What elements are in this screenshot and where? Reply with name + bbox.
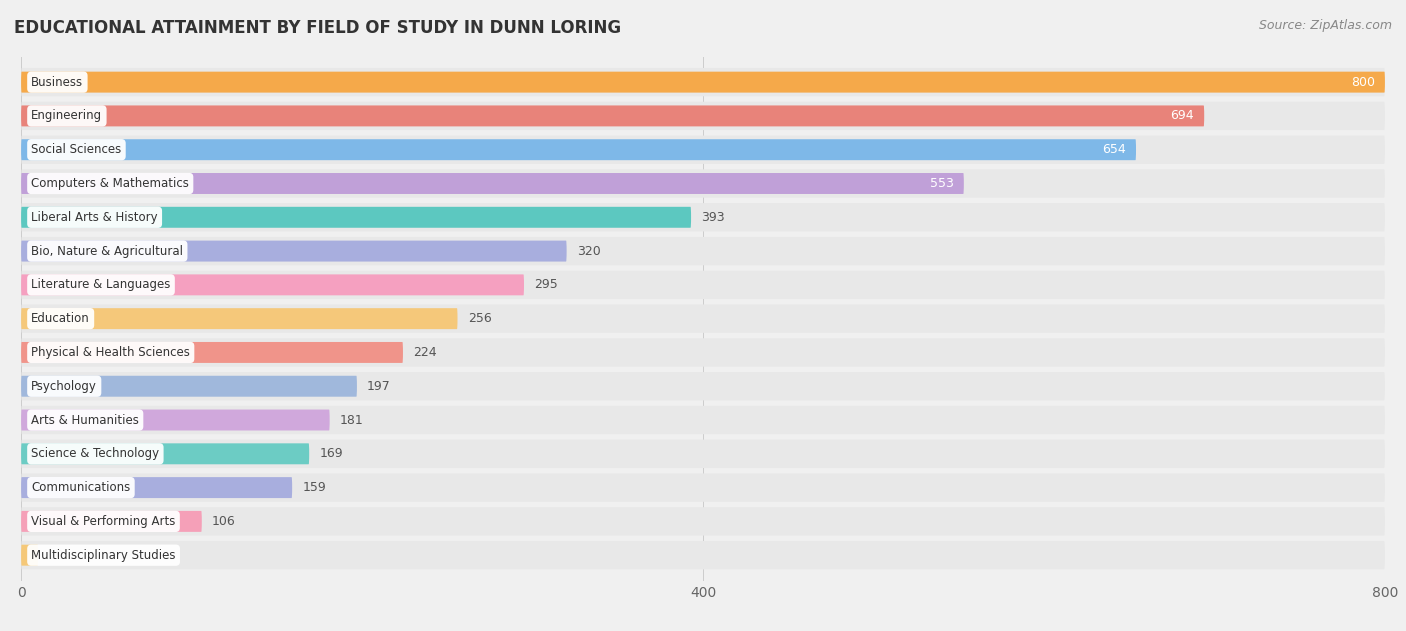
FancyBboxPatch shape: [21, 274, 524, 295]
Text: 169: 169: [319, 447, 343, 460]
FancyBboxPatch shape: [21, 240, 567, 262]
FancyBboxPatch shape: [21, 136, 1385, 164]
Text: Arts & Humanities: Arts & Humanities: [31, 413, 139, 427]
Text: Literature & Languages: Literature & Languages: [31, 278, 170, 292]
FancyBboxPatch shape: [21, 338, 1385, 367]
FancyBboxPatch shape: [21, 444, 309, 464]
FancyBboxPatch shape: [21, 139, 1136, 160]
Text: Source: ZipAtlas.com: Source: ZipAtlas.com: [1258, 19, 1392, 32]
FancyBboxPatch shape: [21, 173, 965, 194]
FancyBboxPatch shape: [21, 72, 1385, 93]
Text: 800: 800: [1351, 76, 1375, 88]
FancyBboxPatch shape: [21, 271, 1385, 299]
Text: Science & Technology: Science & Technology: [31, 447, 159, 460]
Text: Multidisciplinary Studies: Multidisciplinary Studies: [31, 549, 176, 562]
Text: Education: Education: [31, 312, 90, 325]
Text: 106: 106: [212, 515, 236, 528]
FancyBboxPatch shape: [21, 105, 1204, 126]
Text: 553: 553: [929, 177, 953, 190]
FancyBboxPatch shape: [21, 203, 1385, 232]
Text: 320: 320: [576, 245, 600, 257]
FancyBboxPatch shape: [21, 237, 1385, 265]
FancyBboxPatch shape: [21, 342, 404, 363]
FancyBboxPatch shape: [21, 410, 329, 430]
Text: Communications: Communications: [31, 481, 131, 494]
Text: 224: 224: [413, 346, 437, 359]
FancyBboxPatch shape: [21, 375, 357, 397]
Text: 393: 393: [702, 211, 725, 224]
FancyBboxPatch shape: [21, 507, 1385, 536]
Text: 181: 181: [340, 413, 364, 427]
Text: EDUCATIONAL ATTAINMENT BY FIELD OF STUDY IN DUNN LORING: EDUCATIONAL ATTAINMENT BY FIELD OF STUDY…: [14, 19, 621, 37]
FancyBboxPatch shape: [21, 545, 38, 565]
Text: 10: 10: [48, 549, 65, 562]
FancyBboxPatch shape: [21, 305, 1385, 333]
FancyBboxPatch shape: [21, 207, 692, 228]
Text: Bio, Nature & Agricultural: Bio, Nature & Agricultural: [31, 245, 183, 257]
Text: 694: 694: [1170, 109, 1194, 122]
FancyBboxPatch shape: [21, 406, 1385, 434]
FancyBboxPatch shape: [21, 477, 292, 498]
FancyBboxPatch shape: [21, 102, 1385, 130]
FancyBboxPatch shape: [21, 169, 1385, 198]
FancyBboxPatch shape: [21, 473, 1385, 502]
FancyBboxPatch shape: [21, 541, 1385, 569]
FancyBboxPatch shape: [21, 308, 457, 329]
Text: Business: Business: [31, 76, 83, 88]
Text: 197: 197: [367, 380, 391, 392]
Text: Visual & Performing Arts: Visual & Performing Arts: [31, 515, 176, 528]
Text: Computers & Mathematics: Computers & Mathematics: [31, 177, 190, 190]
Text: 654: 654: [1102, 143, 1126, 156]
FancyBboxPatch shape: [21, 68, 1385, 97]
FancyBboxPatch shape: [21, 440, 1385, 468]
FancyBboxPatch shape: [21, 372, 1385, 401]
FancyBboxPatch shape: [21, 511, 202, 532]
Text: Psychology: Psychology: [31, 380, 97, 392]
Text: Social Sciences: Social Sciences: [31, 143, 121, 156]
Text: Physical & Health Sciences: Physical & Health Sciences: [31, 346, 190, 359]
Text: 295: 295: [534, 278, 558, 292]
Text: 256: 256: [468, 312, 492, 325]
Text: 159: 159: [302, 481, 326, 494]
Text: Engineering: Engineering: [31, 109, 103, 122]
Text: Liberal Arts & History: Liberal Arts & History: [31, 211, 157, 224]
